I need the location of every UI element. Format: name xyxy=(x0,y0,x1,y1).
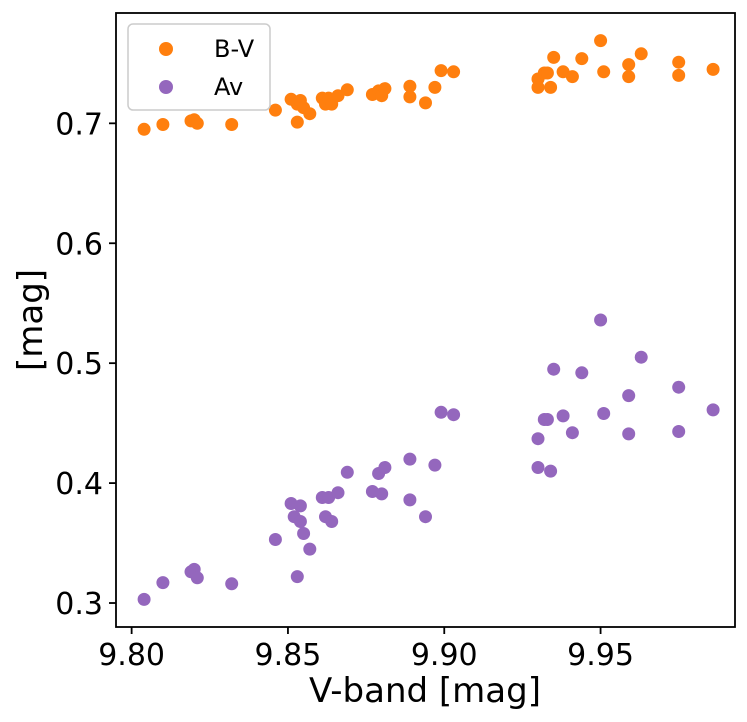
point-av-40 xyxy=(597,407,611,420)
point-bv-38 xyxy=(594,34,608,48)
point-av-26 xyxy=(419,510,432,524)
y-tick-label: 0.3 xyxy=(55,587,103,622)
point-av-37 xyxy=(565,426,579,440)
point-bv-22 xyxy=(378,82,392,96)
point-av-35 xyxy=(547,362,561,376)
point-av-22 xyxy=(375,487,389,501)
point-bv-37 xyxy=(575,52,589,66)
point-av-43 xyxy=(634,350,648,364)
x-tick-label: 9.90 xyxy=(411,638,478,673)
point-av-46 xyxy=(706,403,720,417)
x-tick-label: 9.85 xyxy=(255,638,322,673)
y-tick-label: 0.7 xyxy=(55,107,103,142)
point-av-29 xyxy=(447,408,461,422)
point-av-44 xyxy=(672,380,686,394)
point-av-12 xyxy=(297,527,311,540)
legend: B-V Av xyxy=(127,23,271,111)
x-tick-label: 9.80 xyxy=(98,638,165,673)
legend-marker-bv xyxy=(159,42,173,56)
point-av-5 xyxy=(225,577,239,591)
x-axis-label: V-band [mag] xyxy=(309,671,541,711)
point-bv-18 xyxy=(340,83,354,97)
point-bv-36 xyxy=(565,70,579,84)
point-bv-44 xyxy=(672,68,686,82)
point-av-36 xyxy=(556,409,570,423)
point-av-27 xyxy=(428,458,442,472)
point-av-33 xyxy=(540,413,554,426)
point-bv-1 xyxy=(156,118,170,131)
points-layer xyxy=(137,34,720,606)
point-av-34 xyxy=(544,464,558,478)
point-bv-26 xyxy=(428,80,442,94)
x-tick-label: 9.95 xyxy=(567,638,634,673)
point-bv-40 xyxy=(622,58,636,72)
point-bv-5 xyxy=(225,118,239,131)
point-bv-0 xyxy=(137,122,151,136)
x-axis-ticks: 9.80 9.85 9.90 9.95 xyxy=(98,627,634,673)
point-av-39 xyxy=(594,313,608,327)
y-tick-label: 0.6 xyxy=(55,227,103,262)
point-bv-4 xyxy=(190,116,204,130)
legend-label-av: Av xyxy=(214,73,243,101)
point-bv-6 xyxy=(268,103,282,117)
point-bv-27 xyxy=(434,64,448,78)
point-av-10 xyxy=(293,515,307,528)
point-bv-12 xyxy=(303,107,317,121)
point-av-23 xyxy=(378,461,392,474)
point-av-11 xyxy=(293,499,307,513)
point-bv-9 xyxy=(290,115,304,129)
point-bv-25 xyxy=(419,96,432,110)
point-av-13 xyxy=(303,542,317,556)
legend-label-bv: B-V xyxy=(214,35,255,63)
point-bv-34 xyxy=(547,50,561,64)
point-av-41 xyxy=(622,389,636,403)
point-bv-24 xyxy=(403,90,417,104)
legend-marker-av xyxy=(159,80,173,94)
point-av-1 xyxy=(156,576,170,590)
point-av-45 xyxy=(672,425,686,438)
point-av-38 xyxy=(575,366,589,380)
point-av-30 xyxy=(531,432,545,446)
point-bv-42 xyxy=(634,47,648,61)
point-av-28 xyxy=(434,405,448,419)
point-av-17 xyxy=(325,515,339,528)
point-av-9 xyxy=(290,570,304,584)
point-bv-32 xyxy=(540,66,554,80)
point-bv-33 xyxy=(544,80,558,94)
point-bv-30 xyxy=(531,80,545,94)
y-axis-ticks: 0.3 0.4 0.5 0.6 0.7 xyxy=(55,107,116,622)
point-av-6 xyxy=(268,533,282,546)
point-bv-43 xyxy=(672,55,686,69)
point-av-24 xyxy=(403,452,417,466)
point-bv-17 xyxy=(331,89,345,103)
point-av-25 xyxy=(403,493,417,507)
point-bv-23 xyxy=(403,79,417,93)
point-av-0 xyxy=(137,592,151,606)
plot-frame xyxy=(115,12,736,628)
y-axis-label: [mag] xyxy=(11,269,51,371)
point-av-31 xyxy=(531,461,545,474)
point-bv-41 xyxy=(622,70,636,84)
point-av-42 xyxy=(622,427,636,441)
y-tick-label: 0.4 xyxy=(55,467,103,502)
point-bv-28 xyxy=(447,65,461,79)
point-bv-39 xyxy=(597,65,611,79)
y-tick-label: 0.5 xyxy=(55,347,103,382)
point-bv-45 xyxy=(706,62,720,76)
point-av-19 xyxy=(340,465,354,479)
point-av-4 xyxy=(190,571,204,585)
point-av-18 xyxy=(331,486,345,500)
